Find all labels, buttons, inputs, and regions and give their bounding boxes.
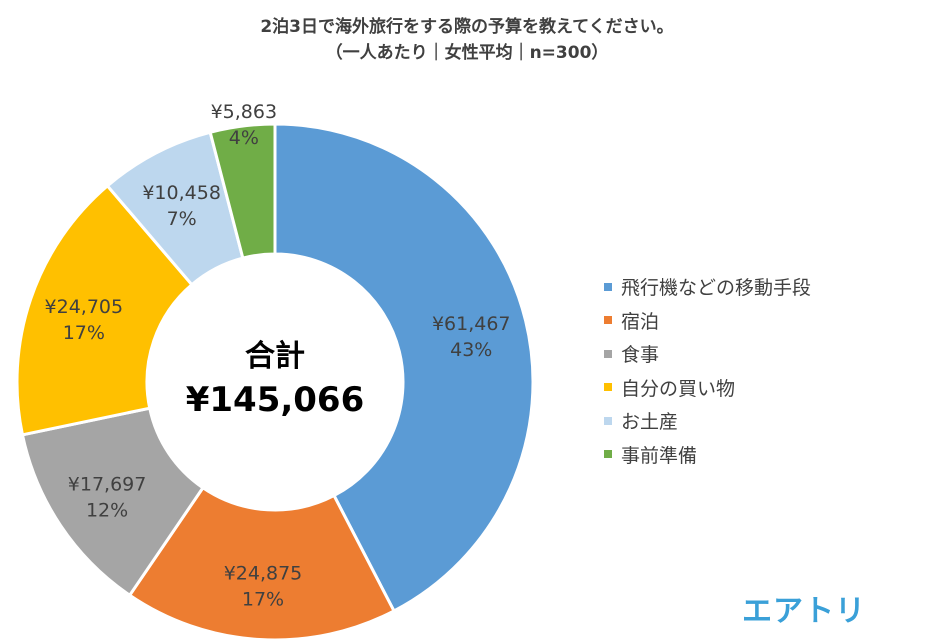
legend-label-2: 食事 bbox=[621, 344, 660, 367]
legend-item-4: お土産 bbox=[604, 404, 811, 438]
legend-label-0: 飛行機などの移動手段 bbox=[621, 277, 812, 300]
data-labels: ¥61,467 43% ¥24,875 17% ¥17,697 12% ¥24,705 17%… bbox=[45, 101, 511, 611]
slice-percent-label-1: 17% bbox=[242, 589, 284, 611]
slice-1 bbox=[127, 485, 396, 640]
legend-label-1: 宿泊 bbox=[621, 310, 660, 333]
legend-swatch-1 bbox=[604, 316, 612, 325]
slice-3 bbox=[15, 183, 194, 437]
slice-value-label-1: ¥24,875 bbox=[224, 563, 303, 585]
chart-title-line-1: 2泊3日で海外旅行をする際の予算を教えてください。 bbox=[260, 17, 674, 37]
legend-swatch-5 bbox=[604, 450, 612, 459]
legend-swatch-4 bbox=[604, 416, 612, 425]
chart-title: 2泊3日で海外旅行をする際の予算を教えてください。 （一人あたり｜女性平均｜n=… bbox=[0, 14, 934, 66]
slice-percent-label-3: 17% bbox=[63, 322, 105, 344]
slice-value-label-2: ¥17,697 bbox=[68, 473, 147, 495]
chart-legend: 飛行機などの移動手段 宿泊食事自分の買い物 お土産事前準備 bbox=[604, 270, 811, 471]
center-total-value: ¥145,066 bbox=[186, 380, 365, 420]
legend-item-5: 事前準備 bbox=[604, 438, 811, 472]
slice-percent-label-4: 7% bbox=[167, 208, 197, 230]
legend-swatch-0 bbox=[604, 282, 612, 291]
legend-swatch-3 bbox=[604, 383, 612, 392]
slice-0 bbox=[273, 122, 535, 613]
legend-item-3: 自分の買い物 bbox=[604, 371, 811, 405]
slice-5 bbox=[208, 122, 277, 260]
chart-title-line-2: （一人あたり｜女性平均｜n=300） bbox=[325, 43, 609, 63]
donut-slices bbox=[15, 122, 535, 640]
legend-label-3: 自分の買い物 bbox=[621, 377, 736, 400]
slice-percent-label-0: 43% bbox=[450, 339, 492, 361]
legend-item-0: 飛行機などの移動手段 bbox=[604, 270, 811, 304]
brand-logo: エアトリ bbox=[742, 594, 866, 629]
slice-percent-label-2: 12% bbox=[86, 499, 128, 521]
legend-item-2: 食事 bbox=[604, 337, 811, 371]
legend-label-4: お土産 bbox=[621, 411, 679, 434]
slice-value-label-0: ¥61,467 bbox=[432, 313, 511, 335]
center-total-label: 合計 bbox=[245, 339, 305, 374]
slice-value-label-5: ¥5,863 bbox=[211, 101, 277, 123]
legend-item-1: 宿泊 bbox=[604, 304, 811, 338]
slice-value-label-3: ¥24,705 bbox=[45, 296, 124, 318]
slice-value-label-4: ¥10,458 bbox=[142, 182, 221, 204]
slice-percent-label-5: 4% bbox=[229, 127, 259, 149]
legend-swatch-2 bbox=[604, 349, 612, 358]
legend-label-5: 事前準備 bbox=[621, 444, 698, 467]
